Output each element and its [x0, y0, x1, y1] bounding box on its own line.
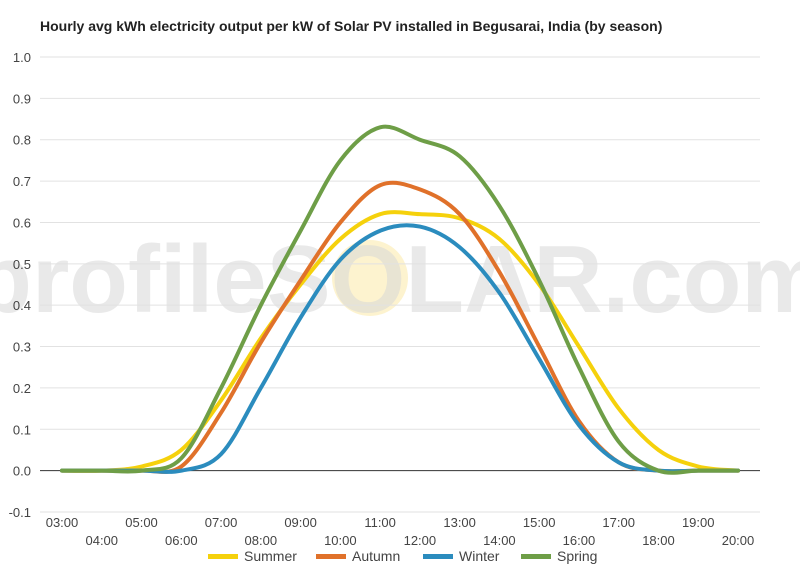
- y-tick-label: 0.2: [13, 381, 31, 396]
- legend-swatch: [316, 553, 346, 559]
- legend-item-spring: Spring: [521, 548, 597, 564]
- watermark-sun: [332, 240, 408, 316]
- x-tick-label: 11:00: [364, 515, 396, 530]
- x-tick-label: 18:00: [642, 533, 675, 548]
- x-tick-label: 04:00: [85, 533, 118, 548]
- legend-swatch: [208, 553, 238, 559]
- series-line-winter: [60, 223, 740, 474]
- x-tick-label: 16:00: [563, 533, 596, 548]
- legend-swatch: [423, 553, 453, 559]
- legend-label: Summer: [244, 548, 297, 564]
- x-tick-label: 14:00: [483, 533, 516, 548]
- legend-swatch: [521, 553, 551, 559]
- x-tick-label: 17:00: [602, 515, 635, 530]
- y-tick-label: 0.6: [13, 215, 31, 230]
- y-tick-label: 0.5: [13, 257, 31, 272]
- legend-label: Spring: [557, 548, 598, 564]
- y-axis-ticks: -0.1 0.0 0.1 0.2 0.3 0.4 0.5 0.6 0.7 0.8 0.9 1.0: [9, 50, 31, 520]
- y-tick-label: 0.3: [13, 340, 31, 355]
- x-tick-label: 07:00: [205, 515, 238, 530]
- x-tick-label: 08:00: [245, 533, 278, 548]
- y-tick-label: 1.0: [13, 50, 31, 65]
- series-lines: [60, 124, 740, 475]
- legend-label: Winter: [459, 548, 500, 564]
- x-tick-label: 12:00: [404, 533, 437, 548]
- y-tick-label: 0.4: [13, 298, 31, 313]
- x-tick-label: 06:00: [165, 533, 198, 548]
- y-tick-label: 0.7: [13, 174, 31, 189]
- legend-item-summer: Summer: [208, 548, 297, 564]
- series-line-summer: [60, 210, 740, 473]
- y-tick-label: 0.1: [13, 422, 31, 437]
- x-tick-label: 05:00: [125, 515, 158, 530]
- y-tick-label: 0.0: [13, 464, 31, 479]
- x-tick-label: 13:00: [443, 515, 476, 530]
- watermark-text: profileSOLAR.com: [0, 226, 800, 333]
- x-tick-label: 10:00: [324, 533, 357, 548]
- series-line-spring: [60, 124, 740, 475]
- chart-title: Hourly avg kWh electricity output per kW…: [40, 18, 663, 34]
- legend-label: Autumn: [352, 548, 401, 564]
- x-axis-ticks: 03:00 04:00 05:00 06:00 07:00 08:00 09:00 10:00…: [46, 515, 755, 548]
- x-tick-label: 19:00: [682, 515, 715, 530]
- x-tick-label: 20:00: [722, 533, 755, 548]
- y-tick-label: 0.9: [13, 91, 31, 106]
- x-tick-label: 15:00: [523, 515, 556, 530]
- legend-item-winter: Winter: [423, 548, 499, 564]
- legend-item-autumn: Autumn: [316, 548, 400, 564]
- x-tick-label: 09:00: [284, 515, 317, 530]
- legend: Summer Autumn Winter Spring: [0, 548, 800, 568]
- y-tick-label: -0.1: [9, 505, 31, 520]
- watermark: profileSOLAR.com: [0, 226, 800, 333]
- x-tick-label: 03:00: [46, 515, 79, 530]
- y-tick-label: 0.8: [13, 133, 31, 148]
